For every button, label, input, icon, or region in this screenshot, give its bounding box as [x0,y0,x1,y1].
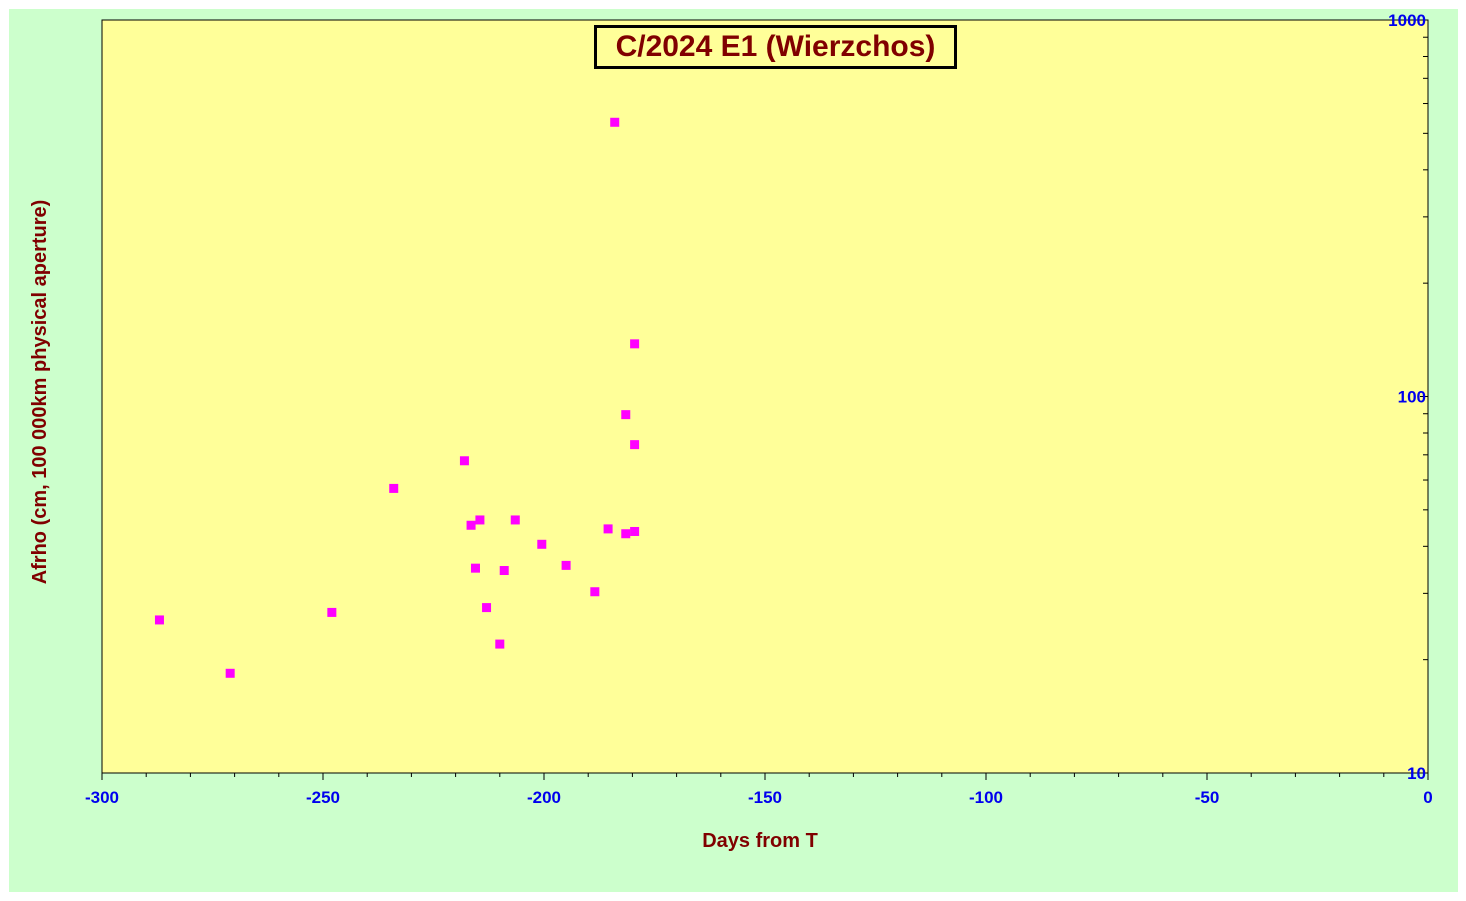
data-point [610,117,620,127]
chart-title: C/2024 E1 (Wierzchos) [615,30,936,63]
plot-area [101,19,1429,774]
data-point [495,639,505,649]
data-point [225,668,235,678]
data-point [537,539,547,549]
x-tick-label: -200 [527,788,561,807]
x-tick-label: -50 [1195,788,1220,807]
data-point [590,587,600,597]
data-point [466,520,476,530]
data-point [630,440,640,450]
data-point [470,563,480,573]
data-point [389,483,399,493]
data-point [499,566,509,576]
axes: -300 -250 -200 -150 -100 -50 0 10 100 1000 [85,11,1433,807]
data-point [621,529,631,539]
x-tick-label: -250 [306,788,340,807]
data-point [561,560,571,570]
data-point [630,526,640,536]
data-point [621,410,631,420]
x-axis-title: Days from T [702,830,818,852]
x-tick-label: -300 [85,788,119,807]
data-point [630,339,640,349]
data-point [482,603,492,613]
y-axis-title: Afrho (cm, 100 000km physical aperture) [29,200,51,585]
data-point [475,515,485,525]
data-point [603,524,613,534]
y-tick-label: 1000 [1388,11,1426,30]
data-point [459,456,469,466]
data-point [327,607,337,617]
data-points [154,117,640,678]
y-tick-label: 10 [1407,764,1426,783]
x-tick-label: -150 [748,788,782,807]
x-tick-label: 0 [1423,788,1432,807]
data-point [154,615,164,625]
x-tick-label: -100 [969,788,1003,807]
y-tick-label: 100 [1398,388,1426,407]
chart-title-box: C/2024 E1 (Wierzchos) [594,25,957,69]
data-point [510,515,520,525]
